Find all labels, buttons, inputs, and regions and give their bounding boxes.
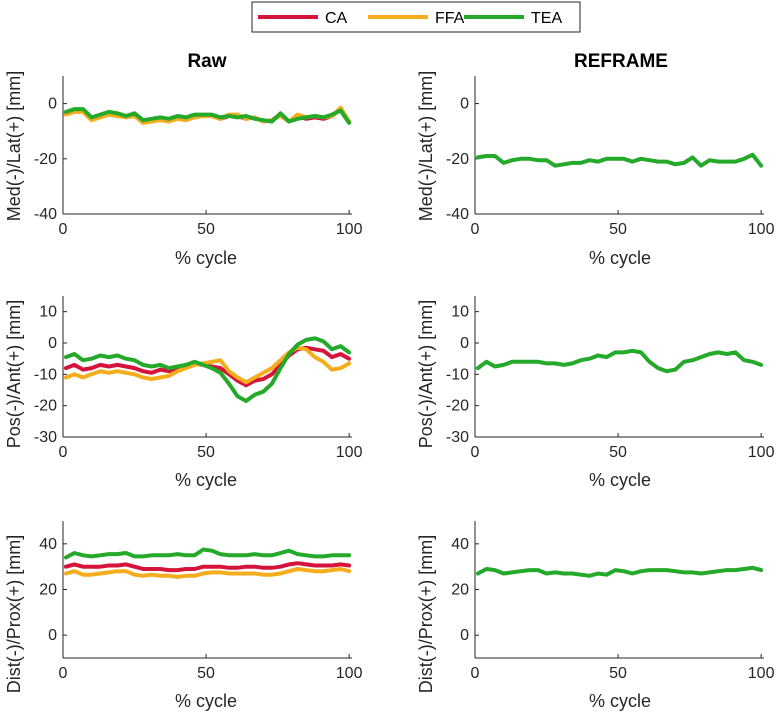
y-tick-label: 10 bbox=[39, 304, 57, 321]
plot-raw-ml: Med(-)/Lat(+) [mm] % cycle -40 -20 0 0 50 100 bbox=[4, 71, 363, 268]
xlabel-reframe-pa: % cycle bbox=[589, 470, 651, 490]
ylabel-reframe-dp: Dist(-)/Prox(+) [mm] bbox=[416, 535, 436, 693]
x-tick-label: 0 bbox=[471, 221, 480, 238]
plot-reframe-pa: Pos(-)/Ant(+) [mm] % cycle -30-20-100100… bbox=[416, 296, 775, 490]
y-tick-label: 0 bbox=[460, 96, 469, 113]
series-line-tea bbox=[63, 107, 352, 125]
ylabel-reframe-ml: Med(-)/Lat(+) [mm] bbox=[416, 71, 436, 222]
series-line-tea bbox=[475, 565, 764, 578]
x-tick-label: 100 bbox=[748, 665, 775, 682]
y-tick-label: -20 bbox=[446, 398, 469, 415]
y-tick-label: -40 bbox=[34, 206, 57, 223]
plot-raw-pa: Pos(-)/Ant(+) [mm] % cycle -30-20-100100… bbox=[4, 296, 363, 490]
x-tick-label: 50 bbox=[609, 221, 627, 238]
y-tick-label: 0 bbox=[48, 96, 57, 113]
x-tick-label: 0 bbox=[471, 665, 480, 682]
ylabel-raw-pa: Pos(-)/Ant(+) [mm] bbox=[4, 300, 24, 449]
legend-label-ca: CA bbox=[325, 10, 348, 27]
xlabel-raw-ml: % cycle bbox=[175, 248, 237, 268]
y-tick-label: 40 bbox=[451, 536, 469, 553]
x-tick-label: 100 bbox=[336, 221, 363, 238]
legend-label-ffa: FFA bbox=[435, 10, 465, 27]
y-tick-label: 40 bbox=[39, 536, 57, 553]
y-tick-label: -20 bbox=[446, 151, 469, 168]
legend-entry-ffa: FFA bbox=[368, 10, 465, 27]
series-line-tea bbox=[475, 348, 764, 374]
y-tick-label: 20 bbox=[39, 582, 57, 599]
x-tick-label: 0 bbox=[59, 665, 68, 682]
series-line-tea bbox=[475, 152, 764, 168]
x-tick-label: 0 bbox=[471, 444, 480, 461]
legend-entry-ca: CA bbox=[258, 10, 348, 27]
y-tick-label: 20 bbox=[451, 582, 469, 599]
series-line-ffa bbox=[63, 567, 352, 579]
y-tick-label: 0 bbox=[48, 627, 57, 644]
x-tick-label: 100 bbox=[336, 665, 363, 682]
series-line-tea bbox=[63, 547, 352, 560]
x-tick-label: 50 bbox=[197, 221, 215, 238]
xlabel-reframe-ml: % cycle bbox=[589, 248, 651, 268]
x-tick-label: 50 bbox=[197, 444, 215, 461]
series-line-ca bbox=[63, 561, 352, 573]
ylabel-raw-ml: Med(-)/Lat(+) [mm] bbox=[4, 71, 24, 222]
x-tick-label: 50 bbox=[609, 665, 627, 682]
y-tick-label: -40 bbox=[446, 206, 469, 223]
ylabel-raw-dp: Dist(-)/Prox(+) [mm] bbox=[4, 535, 24, 693]
plot-reframe-ml: Med(-)/Lat(+) [mm] % cycle -40 -20 0 0 50 100 bbox=[416, 71, 775, 268]
ylabel-reframe-pa: Pos(-)/Ant(+) [mm] bbox=[416, 300, 436, 449]
x-tick-label: 100 bbox=[748, 221, 775, 238]
x-tick-label: 100 bbox=[748, 444, 775, 461]
series-line-ffa bbox=[63, 345, 352, 385]
xlabel-reframe-dp: % cycle bbox=[589, 691, 651, 711]
x-tick-label: 0 bbox=[59, 221, 68, 238]
y-tick-label: -20 bbox=[34, 151, 57, 168]
y-tick-label: -30 bbox=[34, 429, 57, 446]
plot-reframe-dp: Dist(-)/Prox(+) [mm] % cycle 0 20 40 0 50 100 bbox=[416, 521, 775, 711]
y-tick-label: 10 bbox=[451, 304, 469, 321]
column-title-reframe: REFRAME bbox=[574, 51, 668, 72]
y-tick-label: 0 bbox=[48, 335, 57, 352]
y-tick-label: -10 bbox=[446, 366, 469, 383]
legend-entry-tea: TEA bbox=[464, 10, 562, 27]
legend: CA FFA TEA bbox=[251, 1, 581, 33]
xlabel-raw-dp: % cycle bbox=[175, 691, 237, 711]
y-tick-label: 0 bbox=[460, 335, 469, 352]
y-tick-label: -20 bbox=[34, 398, 57, 415]
xlabel-raw-pa: % cycle bbox=[175, 470, 237, 490]
y-tick-label: 0 bbox=[460, 627, 469, 644]
x-tick-label: 50 bbox=[197, 665, 215, 682]
y-tick-label: -10 bbox=[34, 366, 57, 383]
plot-raw-dp: Dist(-)/Prox(+) [mm] % cycle 0 20 40 0 50 100 bbox=[4, 521, 363, 711]
x-tick-label: 50 bbox=[609, 444, 627, 461]
column-title-raw: Raw bbox=[187, 51, 226, 72]
x-tick-label: 0 bbox=[59, 444, 68, 461]
x-tick-label: 100 bbox=[336, 444, 363, 461]
series-line-tea bbox=[63, 336, 352, 403]
y-tick-label: -30 bbox=[446, 429, 469, 446]
legend-label-tea: TEA bbox=[531, 10, 562, 27]
